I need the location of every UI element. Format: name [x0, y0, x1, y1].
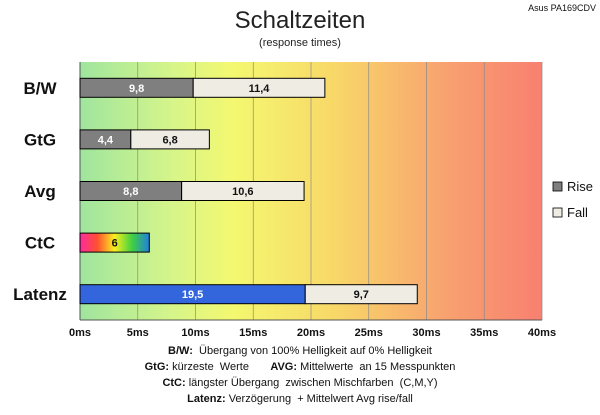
- x-tick-label: 15ms: [239, 327, 267, 339]
- legend-label-fall: Fall: [567, 205, 588, 220]
- bar-rise: [79, 232, 150, 253]
- chart-subtitle: (response times): [259, 37, 341, 49]
- bar-label-rise: 4,4: [98, 134, 114, 146]
- footnote-key: AVG:: [270, 361, 297, 373]
- bar-label-fall: 9,7: [354, 289, 369, 301]
- legend-label-rise: Rise: [567, 179, 593, 194]
- x-tick-label: 20ms: [297, 327, 325, 339]
- category-label: Avg: [24, 182, 56, 201]
- bar-fall: [130, 129, 210, 150]
- footnote-line: Latenz: Verzögerung + Mittelwert Avg ris…: [187, 393, 413, 405]
- x-tick-label: 5ms: [127, 327, 149, 339]
- category-label: CtC: [25, 234, 55, 253]
- bar-label-fall: 11,4: [249, 83, 271, 95]
- x-tick-label: 0ms: [69, 327, 91, 339]
- x-tick-label: 40ms: [528, 327, 556, 339]
- legend-swatch-fall: [552, 207, 563, 218]
- category-label: Latenz: [13, 285, 67, 304]
- footnote-line: GtG: kürzeste Werte AVG: Mittelwerte an …: [145, 361, 456, 373]
- footnote-text: kürzeste Werte: [169, 361, 270, 373]
- bar-label-rise: 6: [112, 238, 118, 250]
- category-labels: B/W GtG Avg CtC Latenz: [13, 79, 67, 304]
- footnote-text: Verzögerung + Mittelwert Avg rise/fall: [226, 393, 413, 405]
- x-tick-label: 30ms: [412, 327, 440, 339]
- footnotes: B/W: Übergang von 100% Helligkeit auf 0%…: [145, 345, 456, 405]
- footnote-key: CtC:: [162, 377, 185, 389]
- category-label: B/W: [23, 79, 57, 98]
- legend-swatch-rise: [552, 181, 563, 192]
- x-tick-labels: 0ms 5ms 10ms 15ms 20ms 25ms 30ms 35ms 40ms: [69, 327, 556, 339]
- bar-label-fall: 10,6: [232, 186, 253, 198]
- bar-fall: [192, 77, 326, 98]
- bars: 9,8 11,4 4,4 6,8 8,8 10,6 6 19,5 9,7: [79, 77, 418, 305]
- footnote-text: Übergang von 100% Helligkeit auf 0% Hell…: [193, 345, 432, 357]
- bar-label-fall: 6,8: [162, 134, 177, 146]
- footnote-text: längster Übergang zwischen Mischfarben (…: [186, 377, 438, 389]
- bar-label-rise: 9,8: [129, 83, 144, 95]
- bar-label-rise: 8,8: [123, 186, 138, 198]
- footnote-key: B/W:: [168, 345, 193, 357]
- chart-title: Schaltzeiten: [235, 7, 366, 34]
- footnote-line: B/W: Übergang von 100% Helligkeit auf 0%…: [168, 345, 432, 357]
- bar-fall: [304, 284, 418, 305]
- category-label: GtG: [24, 130, 56, 149]
- footnote-text: Mittelwerte an 15 Messpunkten: [297, 361, 455, 373]
- brand-label: Asus PA169CDV: [528, 3, 596, 13]
- bar-label-rise: 19,5: [182, 289, 203, 301]
- footnote-key: GtG:: [145, 361, 169, 373]
- footnote-line: CtC: längster Übergang zwischen Mischfar…: [162, 377, 437, 389]
- x-tick-label: 25ms: [355, 327, 383, 339]
- x-tick-label: 10ms: [181, 327, 209, 339]
- bar-fall: [181, 181, 305, 201]
- legend: Rise Fall: [552, 179, 593, 220]
- x-tick-label: 35ms: [470, 327, 498, 339]
- footnote-key: Latenz:: [187, 393, 226, 405]
